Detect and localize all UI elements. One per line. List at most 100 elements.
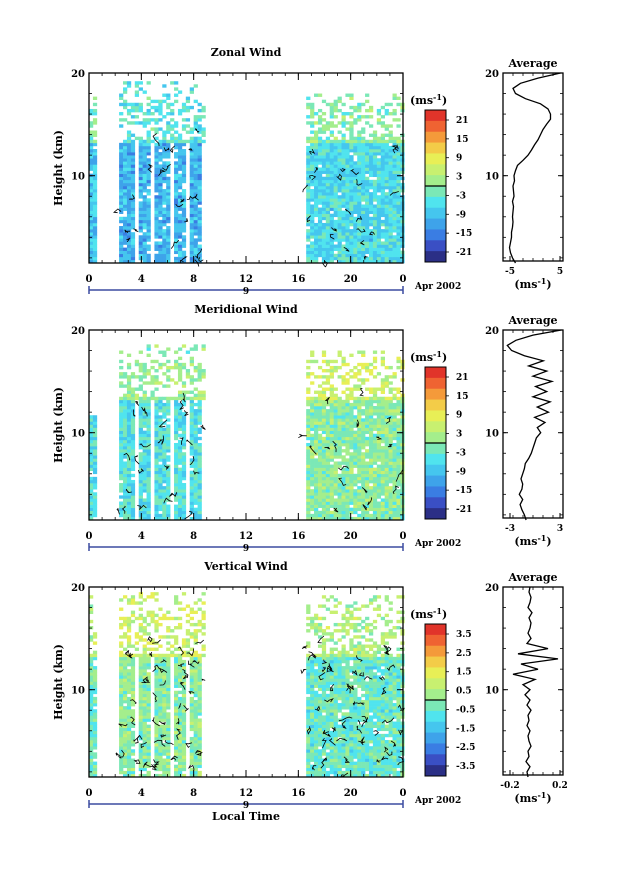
heatmap-cell xyxy=(365,409,370,413)
heatmap-cell xyxy=(365,504,370,508)
heatmap-cell xyxy=(174,464,179,468)
heatmap-cell xyxy=(119,112,124,116)
heatmap-cell xyxy=(396,513,401,518)
heatmap-cell xyxy=(368,235,374,239)
heatmap-cell xyxy=(306,256,311,261)
heatmap-cell xyxy=(162,656,167,661)
contour-line xyxy=(309,174,317,181)
heatmap-cell xyxy=(142,369,147,373)
heatmap-cell xyxy=(123,663,128,667)
heatmap-cell xyxy=(380,510,385,515)
heatmap-cell xyxy=(158,684,163,688)
heatmap-cell xyxy=(341,424,346,428)
heatmap-cell xyxy=(384,409,389,413)
heatmap-cell xyxy=(361,164,366,168)
heatmap-cell xyxy=(333,513,338,518)
heatmap-cell xyxy=(181,142,187,147)
heatmap-cell xyxy=(380,189,385,193)
heatmap-cell xyxy=(166,486,171,490)
heatmap-cell xyxy=(329,204,334,208)
heatmap-cell xyxy=(333,149,338,153)
heatmap-cell xyxy=(306,195,311,199)
heatmap-cell xyxy=(392,226,397,230)
date-label: Apr 2002 xyxy=(414,282,461,292)
heatmap-cell xyxy=(325,235,331,239)
colorbar-swatch xyxy=(425,164,446,176)
contour-line xyxy=(113,208,122,214)
heatmap-cell xyxy=(181,229,187,233)
heatmap-cell xyxy=(146,770,151,775)
heatmap-cell xyxy=(317,516,323,521)
heatmap-cell xyxy=(92,635,98,639)
heatmap-cell xyxy=(193,158,198,162)
heatmap-cell xyxy=(345,393,350,398)
heatmap-cell xyxy=(138,384,143,388)
heatmap-cell xyxy=(123,247,128,251)
heatmap-cell xyxy=(134,632,140,636)
contour-line xyxy=(391,145,398,154)
heatmap-cell xyxy=(166,715,171,719)
heatmap-cell xyxy=(388,176,393,181)
heatmap-cell xyxy=(357,222,362,227)
heatmap-cell xyxy=(119,350,124,354)
heatmap-cell xyxy=(372,504,378,508)
heatmap-cell xyxy=(158,740,163,744)
heatmap-cell xyxy=(372,458,378,462)
heatmap-cell xyxy=(89,730,94,735)
heatmap-cell xyxy=(321,164,327,168)
heatmap-cell xyxy=(321,473,327,478)
heatmap-cell xyxy=(325,464,331,468)
heatmap-cell xyxy=(130,170,136,174)
heatmap-cell xyxy=(92,118,98,122)
heatmap-cell xyxy=(345,452,350,456)
heatmap-cell xyxy=(138,170,143,174)
heatmap-cell xyxy=(201,130,206,134)
heatmap-cell xyxy=(162,715,167,719)
heatmap-cell xyxy=(123,476,128,481)
heatmap-cell xyxy=(388,155,393,159)
heatmap-cell xyxy=(166,687,171,692)
heatmap-cell xyxy=(361,516,366,521)
heatmap-cell xyxy=(146,458,151,462)
heatmap-cell xyxy=(321,498,327,502)
heatmap-cell xyxy=(92,192,98,196)
heatmap-cell xyxy=(325,409,331,413)
heatmap-cell xyxy=(89,152,94,156)
heatmap-cell xyxy=(345,250,350,255)
heatmap-cell xyxy=(130,736,136,741)
heatmap-cell xyxy=(396,155,401,159)
heatmap-cell xyxy=(146,229,151,233)
heatmap-cell xyxy=(321,139,327,144)
heatmap-cell xyxy=(306,96,311,100)
heatmap-cell xyxy=(193,136,198,141)
heatmap-cell xyxy=(130,433,136,438)
heatmap-cell xyxy=(126,498,132,502)
heatmap-cell xyxy=(345,241,350,245)
heatmap-cell xyxy=(361,513,366,518)
heatmap-cell xyxy=(142,498,147,502)
heatmap-cell xyxy=(310,495,315,499)
heatmap-cell xyxy=(162,84,167,88)
heatmap-cell xyxy=(146,764,151,769)
heatmap-cell xyxy=(353,161,358,165)
heatmap-cell xyxy=(92,666,98,670)
heatmap-cell xyxy=(396,241,401,245)
heatmap-cell xyxy=(392,247,397,251)
heatmap-cell xyxy=(384,402,389,407)
heatmap-cell xyxy=(197,458,202,462)
heatmap-cell xyxy=(126,149,132,153)
heatmap-cell xyxy=(174,359,179,364)
heatmap-cell xyxy=(119,669,124,673)
heatmap-cell xyxy=(341,152,346,156)
heatmap-cell xyxy=(392,415,397,419)
heatmap-cell xyxy=(321,464,327,468)
heatmap-cell xyxy=(329,384,334,388)
heatmap-cell xyxy=(138,173,143,178)
colorbar-tick-label: 9 xyxy=(456,154,462,164)
heatmap-cell xyxy=(130,158,136,162)
heatmap-cell xyxy=(357,402,362,407)
heatmap-cell xyxy=(321,402,327,407)
heatmap-cell xyxy=(89,210,94,214)
heatmap-cell xyxy=(185,369,191,373)
heatmap-cell xyxy=(357,427,362,431)
